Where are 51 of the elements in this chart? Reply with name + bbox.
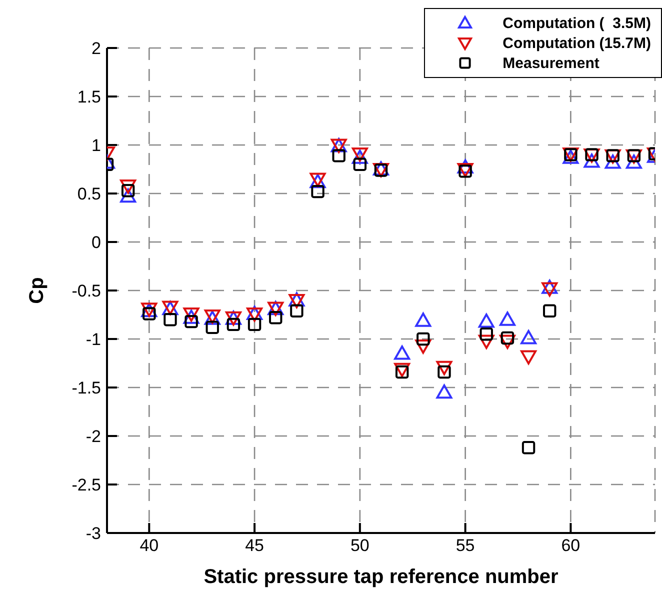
point bbox=[604, 154, 621, 169]
x-axis-title: Static pressure tap reference number bbox=[204, 566, 558, 588]
point bbox=[206, 320, 219, 334]
x-tick-label: 40 bbox=[140, 536, 159, 556]
point bbox=[584, 153, 600, 168]
x-tick-label: 60 bbox=[561, 536, 580, 556]
y-tick-label: -1 bbox=[86, 330, 101, 350]
point bbox=[120, 179, 136, 194]
x-tick-label: 50 bbox=[350, 536, 370, 556]
legend-label: Measurement bbox=[502, 54, 600, 72]
point bbox=[269, 311, 282, 324]
point bbox=[499, 312, 516, 326]
x-tick-label: 55 bbox=[456, 536, 475, 556]
point bbox=[520, 330, 537, 344]
y-tick-label: -2.5 bbox=[72, 476, 101, 495]
y-tick-label: -3 bbox=[86, 524, 101, 544]
point bbox=[416, 332, 430, 346]
point bbox=[499, 334, 516, 349]
point bbox=[415, 340, 432, 354]
point bbox=[353, 158, 367, 171]
point bbox=[415, 312, 432, 327]
y-axis-title: Cp bbox=[26, 277, 48, 304]
point bbox=[543, 304, 556, 318]
point bbox=[120, 188, 136, 203]
point bbox=[522, 441, 536, 454]
point bbox=[626, 154, 642, 169]
y-tick-label: -2 bbox=[86, 427, 101, 446]
y-tick-label: 2 bbox=[92, 39, 101, 58]
y-tick-label: -0.5 bbox=[72, 282, 101, 301]
point bbox=[394, 346, 410, 360]
point bbox=[436, 360, 452, 376]
point bbox=[164, 313, 177, 326]
point bbox=[520, 350, 537, 364]
point bbox=[542, 282, 558, 297]
y-tick-label: 1 bbox=[92, 136, 101, 156]
point bbox=[478, 334, 494, 349]
y-tick-label: 0 bbox=[92, 233, 101, 252]
legend-label: Computation ( 3.5M) bbox=[502, 14, 651, 32]
point bbox=[248, 318, 262, 332]
point bbox=[290, 304, 304, 318]
point bbox=[480, 328, 493, 341]
x-tick-label: 45 bbox=[245, 536, 264, 556]
point bbox=[436, 384, 452, 399]
legend-label: Computation (15.7M) bbox=[502, 34, 651, 52]
y-tick-label: -1.5 bbox=[72, 378, 101, 398]
y-tick-label: 0.5 bbox=[77, 184, 101, 204]
point bbox=[311, 184, 324, 198]
point bbox=[332, 149, 346, 162]
y-tick-label: 1.5 bbox=[77, 88, 101, 107]
point bbox=[542, 280, 558, 294]
point bbox=[478, 314, 494, 328]
